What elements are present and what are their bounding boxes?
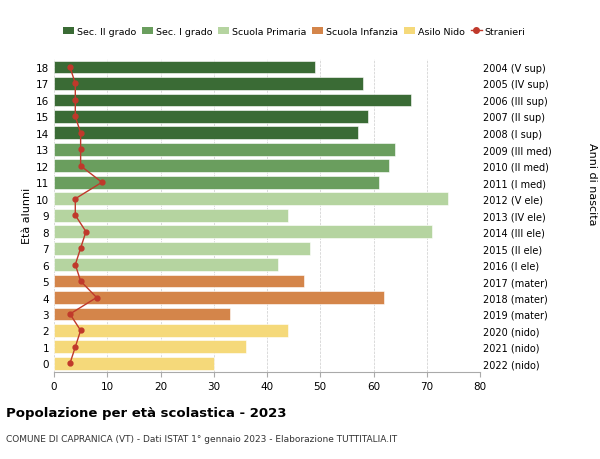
Legend: Sec. II grado, Sec. I grado, Scuola Primaria, Scuola Infanzia, Asilo Nido, Stran: Sec. II grado, Sec. I grado, Scuola Prim…: [59, 24, 529, 40]
Text: Anni di nascita: Anni di nascita: [587, 142, 597, 225]
Bar: [54, 160, 389, 173]
Bar: [54, 226, 432, 239]
Bar: [54, 308, 230, 321]
Bar: [54, 291, 384, 304]
Bar: [54, 193, 448, 206]
Bar: [54, 127, 358, 140]
Bar: [54, 95, 411, 107]
Bar: [54, 357, 214, 370]
Bar: [54, 78, 363, 91]
Bar: [54, 341, 246, 353]
Y-axis label: Età alunni: Età alunni: [22, 188, 32, 244]
Bar: [54, 242, 310, 255]
Bar: [54, 275, 304, 288]
Text: COMUNE DI CAPRANICA (VT) - Dati ISTAT 1° gennaio 2023 - Elaborazione TUTTITALIA.: COMUNE DI CAPRANICA (VT) - Dati ISTAT 1°…: [6, 434, 397, 443]
Bar: [54, 176, 379, 189]
Bar: [54, 209, 289, 222]
Bar: [54, 258, 278, 271]
Text: Popolazione per età scolastica - 2023: Popolazione per età scolastica - 2023: [6, 406, 287, 419]
Bar: [54, 144, 395, 157]
Bar: [54, 111, 368, 123]
Bar: [54, 62, 315, 74]
Bar: [54, 325, 289, 337]
